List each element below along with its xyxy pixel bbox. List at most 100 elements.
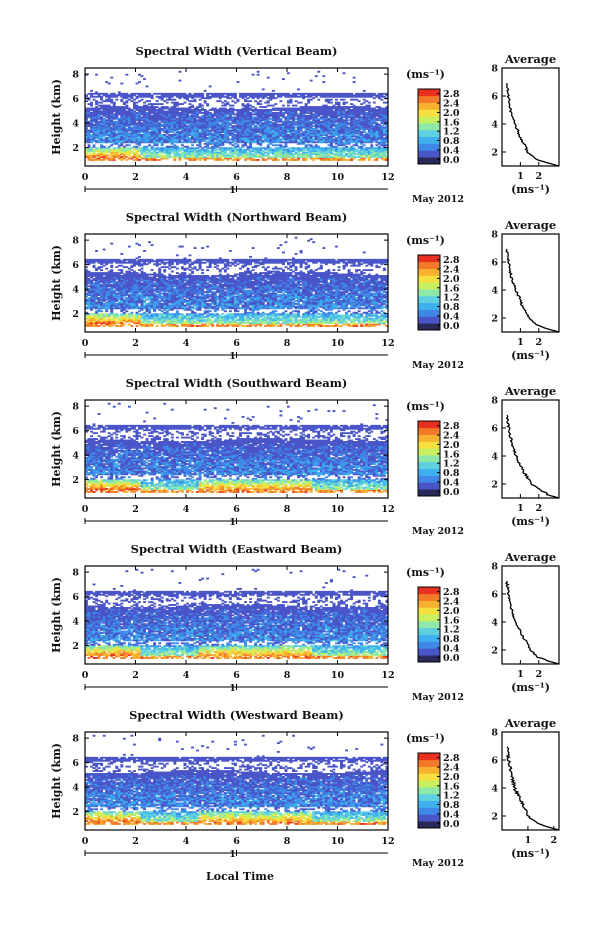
heatmap-cell	[105, 148, 109, 151]
colorbar-segment	[418, 136, 440, 144]
heatmap-cell	[110, 94, 114, 97]
heatmap-cell	[279, 100, 283, 103]
heatmap-cell	[168, 131, 172, 133]
heatmap-cell	[148, 148, 152, 151]
heatmap-cell	[213, 147, 217, 150]
heatmap-cell	[140, 122, 144, 125]
heatmap-cell	[186, 139, 189, 142]
heatmap-cell	[196, 139, 200, 142]
heatmap-cell	[143, 119, 146, 122]
heatmap-cell	[173, 104, 177, 107]
heatmap-cell	[135, 139, 139, 142]
heatmap-cell	[102, 145, 106, 148]
heatmap-cell	[115, 280, 119, 283]
heatmap-cell	[287, 147, 290, 150]
heatmap-cell	[107, 134, 111, 136]
heatmap-cell	[100, 107, 104, 110]
heatmap-cell	[183, 128, 187, 131]
heatmap-cell	[110, 269, 114, 272]
heatmap-cell	[206, 145, 210, 148]
heatmap-cell	[132, 94, 136, 97]
heatmap-cell	[145, 119, 149, 122]
heatmap-cell	[97, 141, 101, 144]
heatmap-cell	[112, 101, 116, 104]
heatmap-cell	[165, 98, 169, 101]
heatmap-cell	[211, 145, 215, 148]
heatmap-cell	[259, 109, 263, 111]
heatmap-cell	[150, 157, 154, 160]
heatmap-cell	[132, 120, 136, 123]
heatmap-cell	[254, 107, 258, 110]
heatmap-cell	[112, 92, 116, 95]
heatmap-cell	[355, 153, 359, 156]
heatmap-cell	[105, 131, 109, 133]
heatmap-cell	[112, 122, 116, 125]
heatmap-cell	[145, 157, 149, 160]
heatmap-cell	[269, 156, 273, 158]
heatmap-cell	[191, 132, 194, 135]
heatmap-cell	[97, 134, 101, 136]
heatmap-cell	[100, 126, 104, 129]
heatmap-cell	[105, 98, 109, 101]
heatmap-cell	[150, 110, 154, 113]
heatmap-cell	[87, 116, 91, 119]
heatmap-cell	[92, 264, 96, 267]
heatmap-cell	[191, 144, 194, 147]
heatmap-cell	[148, 107, 152, 110]
heatmap-cell	[170, 110, 174, 113]
heatmap-cell	[85, 136, 88, 139]
heatmap-cell	[102, 134, 106, 136]
heatmap-cell	[223, 107, 227, 110]
heatmap-cell	[85, 151, 88, 154]
heatmap-cell	[218, 157, 222, 160]
heatmap-cell	[170, 106, 174, 108]
heatmap-cell	[153, 134, 157, 136]
heatmap-cell	[201, 120, 205, 123]
heatmap-cell	[100, 138, 104, 141]
heatmap-cell	[191, 128, 194, 131]
heatmap-cell	[87, 139, 91, 142]
heatmap-cell	[158, 156, 162, 158]
colorbar-segment	[418, 129, 440, 138]
heatmap-cell	[198, 128, 202, 131]
heatmap-cell	[127, 116, 131, 119]
heatmap-cell	[276, 107, 280, 110]
heatmap-cell	[115, 150, 119, 153]
heatmap-cell	[87, 107, 91, 110]
heatmap-cell	[350, 103, 354, 106]
heatmap-cell	[319, 147, 323, 150]
heatmap-cell	[125, 97, 129, 100]
heatmap-cell	[163, 154, 167, 157]
heatmap-cell	[170, 92, 174, 95]
heatmap-cell	[102, 123, 106, 126]
heatmap-cell	[163, 156, 167, 158]
heatmap-cell	[132, 145, 136, 148]
heatmap-cell	[163, 110, 167, 113]
heatmap-cell	[90, 104, 93, 107]
heatmap-cell	[85, 73, 88, 76]
heatmap-cell	[105, 157, 109, 160]
heatmap-cell	[218, 153, 222, 156]
average-x-tick-label: 1	[517, 171, 524, 182]
heatmap-cell	[95, 109, 99, 111]
heatmap-cell	[168, 154, 172, 157]
heatmap-cell	[105, 113, 109, 116]
heatmap-cell	[150, 123, 154, 126]
heatmap-cell	[170, 114, 174, 117]
heatmap-cell	[203, 131, 207, 133]
heatmap-cell	[158, 128, 162, 131]
heatmap-cell	[95, 141, 99, 144]
heatmap-cell	[117, 148, 121, 151]
heatmap-cell	[138, 116, 141, 119]
heatmap-cell	[125, 159, 129, 161]
heatmap-cell	[122, 157, 126, 160]
heatmap-cell	[112, 136, 116, 139]
heatmap-cell	[188, 117, 192, 120]
heatmap-cell	[180, 129, 184, 132]
heatmap-cell	[107, 313, 111, 316]
heatmap-cell	[158, 92, 162, 95]
heatmap-cell	[188, 100, 192, 103]
heatmap-cell	[163, 122, 167, 125]
heatmap-cell	[191, 94, 194, 97]
heatmap-cell	[120, 156, 124, 158]
